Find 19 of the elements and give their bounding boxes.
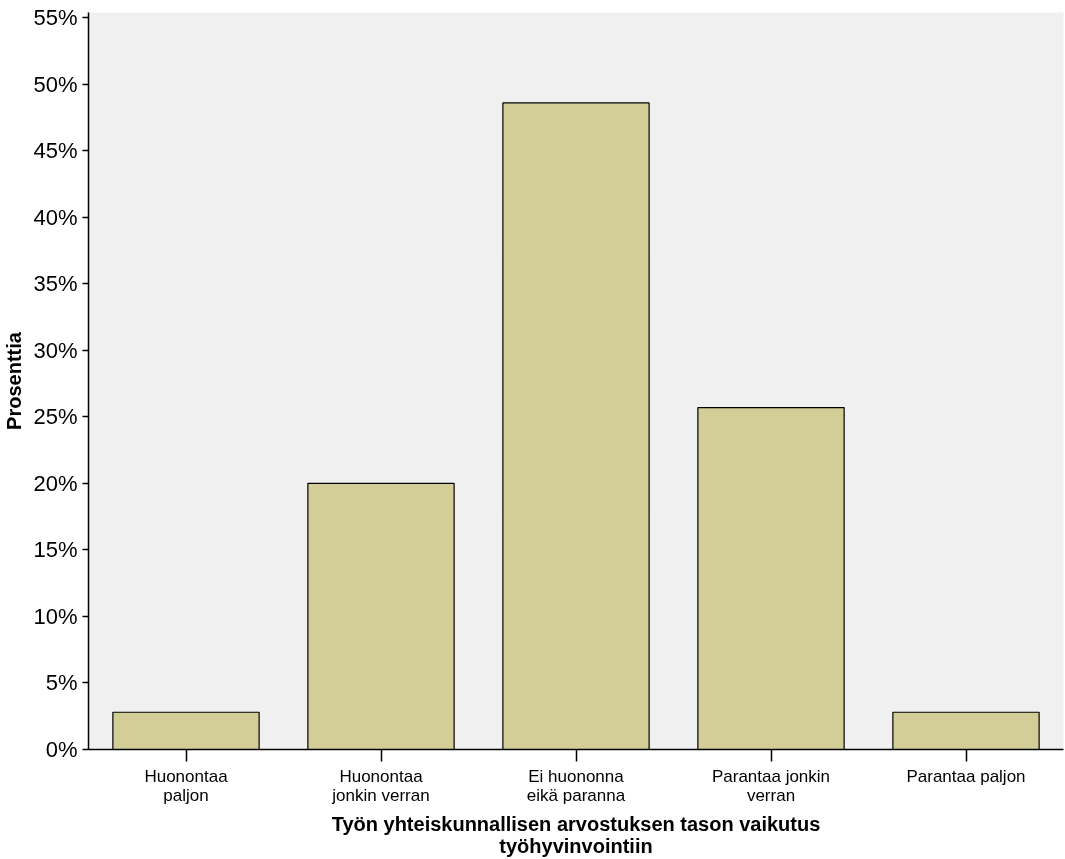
y-tick-label: 55% — [33, 5, 78, 31]
y-tick-label: 20% — [33, 470, 78, 496]
y-tick-label: 5% — [45, 670, 78, 696]
y-tick-label: 10% — [33, 603, 78, 629]
y-tick-label: 35% — [33, 271, 78, 297]
y-tick-label: 25% — [33, 404, 78, 430]
x-axis-title: Työn yhteiskunnallisen arvostuksen tason vaikutus työhyvinvointiin — [331, 812, 821, 857]
y-tick-label: 30% — [33, 337, 78, 363]
y-tick-label: 50% — [33, 71, 78, 97]
y-tick-label: 15% — [33, 537, 78, 563]
x-tick-label: Parantaa paljon — [906, 766, 1026, 786]
y-tick-label: 40% — [33, 204, 78, 230]
x-tick-label: Huonontaa paljon — [144, 766, 229, 805]
y-tick-label: 0% — [45, 737, 78, 762]
x-tick-label: Huonontaa jonkin verran — [331, 766, 430, 805]
y-axis-title: Prosenttia — [3, 331, 26, 430]
x-tick-label: Parantaa jonkin verran — [711, 766, 831, 805]
y-tick-label: 45% — [33, 138, 78, 164]
x-tick-label: Ei huononna eikä paranna — [526, 766, 626, 805]
